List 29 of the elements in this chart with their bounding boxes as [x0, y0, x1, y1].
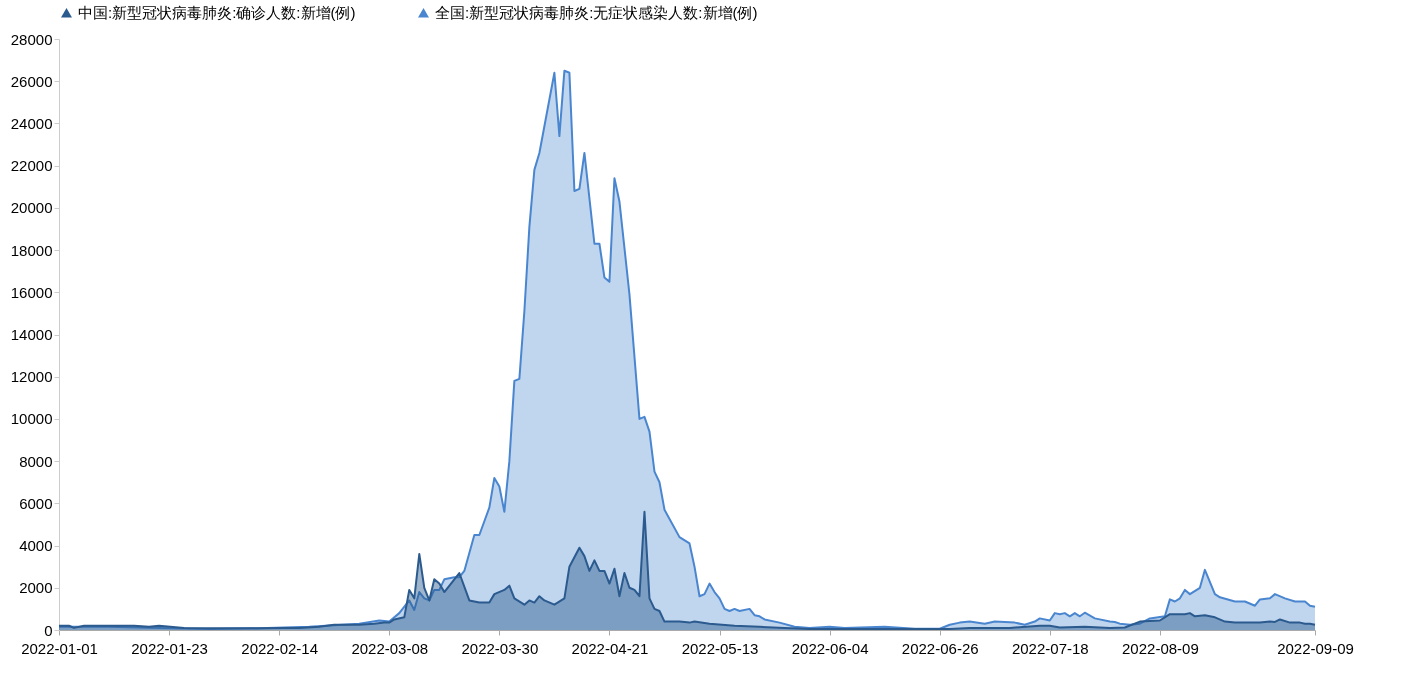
y-tick-label: 24000	[10, 114, 53, 132]
x-tick-label: 2022-02-14	[241, 639, 319, 657]
y-tick-label: 0	[44, 621, 53, 639]
y-tick-label: 8000	[19, 452, 53, 470]
x-tick-label: 2022-08-09	[1122, 639, 1199, 657]
x-tick-label: 2022-06-26	[901, 639, 979, 657]
x-tick-label: 2022-01-01	[21, 639, 98, 657]
x-tick-label: 2022-03-08	[351, 639, 429, 657]
x-tick-label: 2022-09-09	[1277, 639, 1354, 657]
x-tick-label: 2022-01-23	[131, 639, 208, 657]
y-tick-label: 10000	[10, 410, 53, 428]
y-tick-label: 18000	[10, 241, 53, 259]
y-tick-label: 6000	[19, 494, 53, 512]
legend-label: 全国:新型冠状病毒肺炎:无症状感染人数:新增(例)	[435, 3, 758, 21]
y-tick-label: 14000	[10, 326, 53, 343]
y-tick-label: 4000	[19, 537, 53, 555]
y-tick-label: 22000	[10, 157, 53, 175]
x-tick-label: 2022-06-04	[791, 639, 869, 657]
x-tick-label: 2022-07-18	[1011, 639, 1089, 657]
legend-label: 中国:新型冠状病毒肺炎:确诊人数:新增(例)	[78, 3, 356, 21]
y-tick-label: 20000	[10, 199, 53, 217]
y-tick-label: 26000	[10, 72, 53, 90]
x-tick-label: 2022-05-13	[681, 639, 759, 657]
y-tick-label: 16000	[10, 283, 53, 301]
x-tick-label: 2022-04-21	[571, 639, 649, 657]
y-tick-label: 28000	[10, 30, 53, 48]
y-tick-label: 12000	[10, 368, 53, 386]
y-tick-label: 2000	[19, 579, 53, 597]
x-tick-label: 2022-03-30	[461, 639, 539, 657]
